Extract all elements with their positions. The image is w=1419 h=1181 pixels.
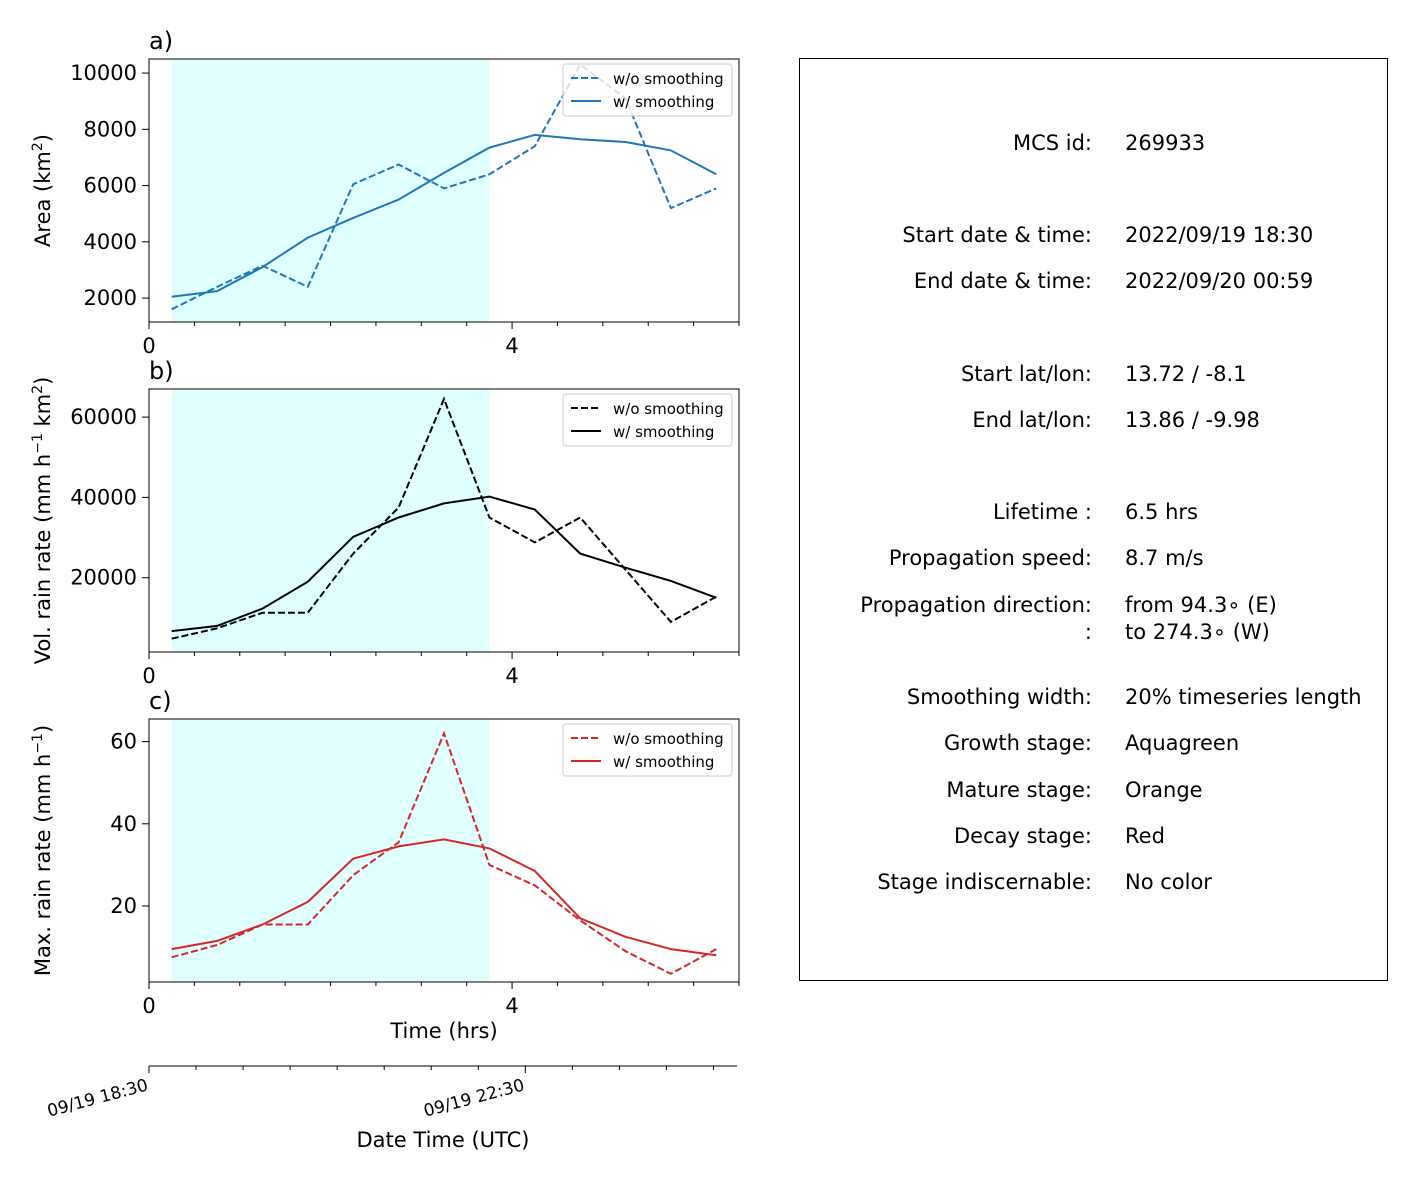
panel-label: a) [149, 27, 173, 55]
info-value: 13.86 / -9.98 [1125, 408, 1260, 432]
info-label: Propagation speed: [888, 546, 1092, 570]
date-tick-label: 09/19 18:30 [45, 1076, 150, 1122]
x-tick-label: 0 [142, 994, 155, 1018]
x-tick-label: 0 [142, 334, 155, 358]
y-axis-label: Area (km2) [30, 134, 55, 247]
series-line-with-smoothing [171, 133, 717, 298]
x-tick-label: 4 [505, 994, 518, 1018]
info-value: Aquagreen [1125, 731, 1240, 755]
y-tick-label: 10000 [70, 61, 137, 85]
info-value: No color [1125, 870, 1212, 894]
y-axis-label: Vol. rain rate (mm h−1 km2) [30, 377, 55, 665]
y-tick-label: 60000 [70, 405, 137, 429]
info-row-decay-stage: Decay stage: Red [800, 824, 1387, 854]
x-tick-label: 4 [505, 664, 518, 688]
info-value: 6.5 hrs [1125, 500, 1198, 524]
series-line-without-smoothing [171, 396, 717, 640]
info-label: Start date & time: [902, 223, 1092, 247]
y-axis-label: Max. rain rate (mm h−1) [30, 725, 55, 976]
legend-box [562, 63, 733, 117]
x-axis-label: Time (hrs) [389, 1019, 497, 1043]
info-value: 20% timeseries length [1125, 685, 1362, 709]
y-tick-label: 8000 [84, 117, 137, 141]
info-row-end-latlon: End lat/lon: 13.86 / -9.98 [800, 408, 1387, 438]
series-line-with-smoothing [171, 838, 717, 957]
info-label: MCS id: [1012, 131, 1092, 155]
date-tick-label: 09/19 22:30 [422, 1076, 527, 1122]
plot-frame [148, 718, 740, 983]
info-label: Start lat/lon: [960, 362, 1092, 386]
info-row-smoothing-width: Smoothing width: 20% timeseries length [800, 685, 1387, 715]
growth-stage-shade [171, 719, 490, 982]
info-panel: MCS id: 269933 Start date & time: 2022/0… [799, 58, 1388, 981]
y-tick-label: 40 [110, 812, 137, 836]
x-tick-label: 4 [505, 334, 518, 358]
plot-frame [148, 58, 740, 323]
info-label: Decay stage: [954, 824, 1092, 848]
info-value: Orange [1125, 778, 1203, 802]
info-row-mcs-id: MCS id: 269933 [800, 131, 1387, 161]
info-label: Stage indiscernable: [877, 870, 1092, 894]
info-label: Propagation direction: [860, 593, 1092, 617]
info-label: Mature stage: [946, 778, 1092, 802]
y-tick-label: 20 [110, 894, 137, 918]
legend-box [562, 393, 733, 447]
info-row-start-date: Start date & time: 2022/09/19 18:30 [800, 223, 1387, 253]
legend-label: w/o smoothing [613, 400, 724, 418]
y-tick-label: 4000 [84, 230, 137, 254]
info-label: End date & time: [913, 269, 1092, 293]
legend-label: w/o smoothing [613, 70, 724, 88]
panel-label: b) [149, 357, 174, 385]
info-value: 13.72 / -8.1 [1125, 362, 1247, 386]
info-row-stage-indiscernable: Stage indiscernable: No color [800, 870, 1387, 900]
series-line-with-smoothing [171, 495, 717, 633]
info-value: to 274.3∘ (W) [1125, 620, 1270, 644]
info-row-growth-stage: Growth stage: Aquagreen [800, 731, 1387, 761]
info-label: Growth stage: [943, 731, 1092, 755]
info-value: 2022/09/20 00:59 [1125, 269, 1314, 293]
growth-stage-shade [171, 389, 490, 652]
info-row-lifetime: Lifetime : 6.5 hrs [800, 500, 1387, 530]
legend-box [562, 723, 733, 777]
info-row-propagation-direction: Propagation direction: from 94.3∘ (E) [800, 593, 1387, 623]
y-tick-label: 20000 [70, 566, 137, 590]
info-value: 2022/09/19 18:30 [1125, 223, 1314, 247]
info-label: End lat/lon: [972, 408, 1092, 432]
legend-label: w/ smoothing [613, 423, 714, 441]
info-label: Lifetime : [992, 500, 1092, 524]
info-value: 8.7 m/s [1125, 546, 1204, 570]
y-tick-label: 60 [110, 730, 137, 754]
panel-label: c) [149, 687, 172, 715]
y-tick-label: 6000 [84, 174, 137, 198]
date-axis-label: Date Time (UTC) [357, 1128, 530, 1152]
y-tick-label: 40000 [70, 485, 137, 509]
info-row-start-latlon: Start lat/lon: 13.72 / -8.1 [800, 362, 1387, 392]
info-row-propagation-speed: Propagation speed: 8.7 m/s [800, 546, 1387, 576]
info-value: 269933 [1125, 131, 1206, 155]
info-value: from 94.3∘ (E) [1125, 593, 1277, 617]
info-row-propagation-direction-to: : to 274.3∘ (W) [800, 620, 1387, 650]
legend-label: w/ smoothing [613, 93, 714, 111]
x-tick-label: 0 [142, 664, 155, 688]
legend-label: w/o smoothing [613, 730, 724, 748]
info-label: Smoothing width: [906, 685, 1092, 709]
legend-label: w/ smoothing [613, 753, 714, 771]
info-value: Red [1125, 824, 1165, 848]
info-label: : [1084, 620, 1092, 644]
plot-frame [148, 388, 740, 653]
y-tick-label: 2000 [84, 286, 137, 310]
growth-stage-shade [171, 59, 490, 322]
info-row-end-date: End date & time: 2022/09/20 00:59 [800, 269, 1387, 299]
info-row-mature-stage: Mature stage: Orange [800, 778, 1387, 808]
